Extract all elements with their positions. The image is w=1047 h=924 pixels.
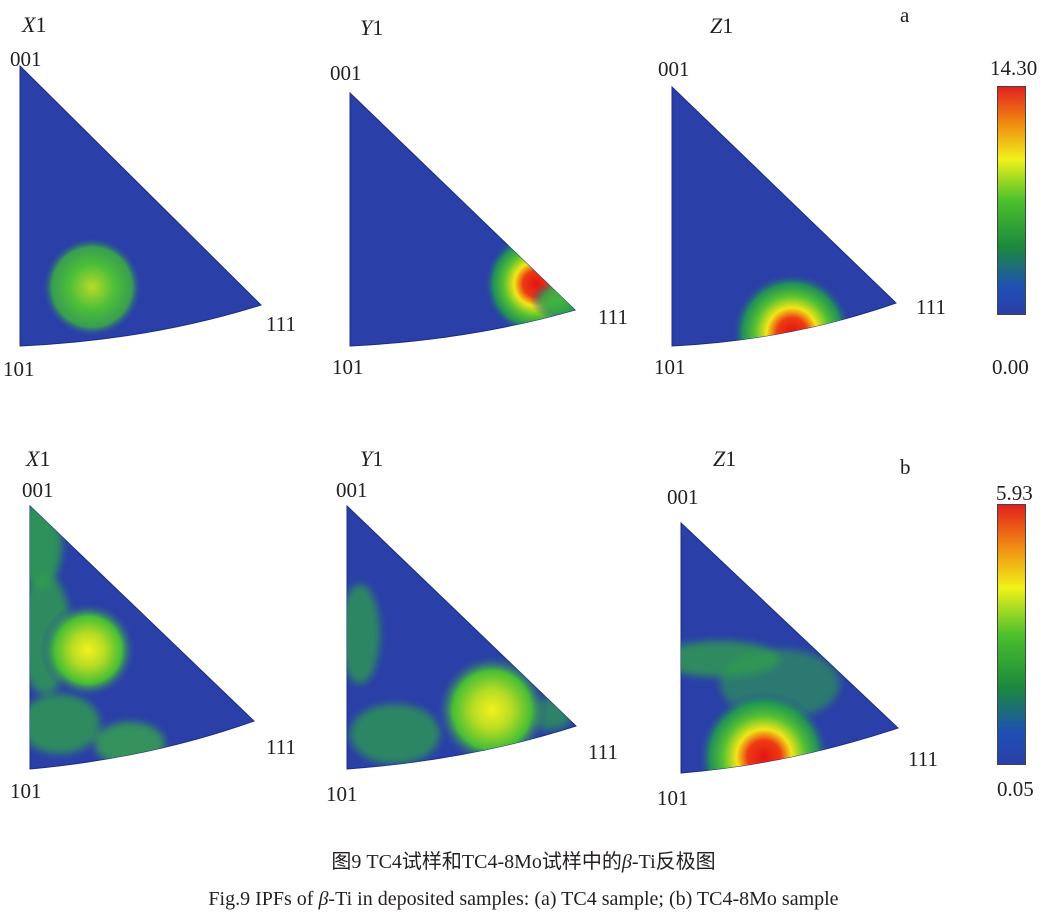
axis-label: Y1 bbox=[360, 446, 384, 471]
panel-letter-a: a bbox=[900, 3, 910, 27]
corner-label-101: 101 bbox=[332, 355, 364, 379]
corner-label-111: 111 bbox=[266, 735, 296, 759]
intensity-blob bbox=[732, 273, 852, 346]
corner-label-001: 001 bbox=[10, 47, 42, 71]
colorbar-b bbox=[997, 504, 1026, 765]
ipf-panel-a-y1: Y1 001 111 101 bbox=[320, 0, 640, 400]
ipf-triangle bbox=[19, 64, 262, 347]
colorbar-min: 0.00 bbox=[992, 355, 1029, 379]
ipf-triangle bbox=[349, 91, 576, 347]
intensity-blob bbox=[698, 691, 830, 773]
ipf-triangle bbox=[29, 504, 255, 770]
corner-label-111: 111 bbox=[266, 312, 296, 336]
corner-label-001: 001 bbox=[658, 57, 690, 81]
axis-label: Y1 bbox=[360, 15, 384, 40]
corner-label-111: 111 bbox=[588, 740, 618, 764]
ipf-panel-b-z1: Z1 001 111 101 bbox=[640, 424, 960, 814]
colorbar-a bbox=[997, 86, 1026, 315]
caption-english: Fig.9 IPFs of β-Ti in deposited samples:… bbox=[208, 888, 839, 910]
corner-label-001: 001 bbox=[667, 485, 699, 509]
intensity-blob bbox=[436, 654, 548, 766]
ipf-panel-b-y1: Y1 001 111 101 bbox=[320, 424, 640, 814]
axis-label: Z1 bbox=[710, 13, 734, 38]
intensity-blob bbox=[40, 602, 136, 698]
corner-label-101: 101 bbox=[326, 782, 358, 806]
axis-label: X1 bbox=[22, 12, 47, 37]
corner-label-101: 101 bbox=[3, 357, 35, 381]
ipf-panel-a-x1: X1 001 111 101 bbox=[0, 0, 320, 400]
axis-label: Z1 bbox=[713, 446, 737, 471]
corner-label-111: 111 bbox=[598, 305, 628, 329]
ipf-panel-b-x1: X1 001 111 101 bbox=[0, 424, 320, 814]
colorbar-max: 14.30 bbox=[990, 56, 1038, 80]
corner-label-001: 001 bbox=[336, 478, 368, 502]
intensity-blob bbox=[42, 237, 142, 337]
ipf-triangle bbox=[671, 85, 897, 347]
corner-label-111: 111 bbox=[916, 295, 946, 319]
corner-label-001: 001 bbox=[330, 61, 362, 85]
corner-label-001: 001 bbox=[22, 478, 54, 502]
axis-label: X1 bbox=[26, 446, 51, 471]
panel-letter-b: b bbox=[900, 455, 911, 479]
ipf-triangle bbox=[346, 504, 577, 770]
corner-label-101: 101 bbox=[10, 779, 42, 803]
intensity-blob bbox=[530, 280, 575, 320]
corner-label-101: 101 bbox=[654, 355, 686, 379]
corner-label-111: 111 bbox=[908, 747, 938, 771]
colorbar-max: 5.93 bbox=[996, 481, 1033, 505]
colorbar-min: 0.05 bbox=[997, 777, 1034, 801]
ipf-panel-a-z1: Z1 001 111 101 bbox=[640, 0, 960, 400]
caption-chinese: 图9 TC4试样和TC4-8Mo试样中的β-Ti反极图 bbox=[331, 851, 716, 873]
corner-label-101: 101 bbox=[657, 786, 689, 810]
ipf-triangle bbox=[680, 521, 899, 774]
